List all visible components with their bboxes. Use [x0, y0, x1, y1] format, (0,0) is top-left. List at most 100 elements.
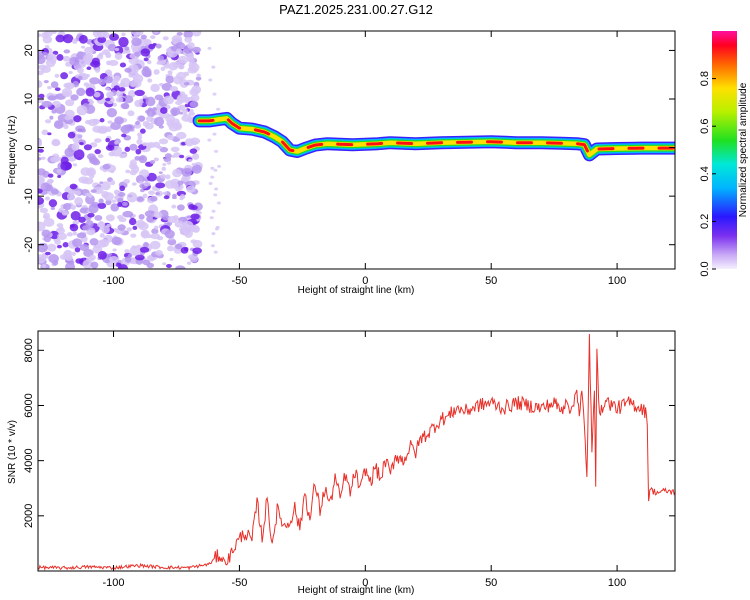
noise-speckle — [45, 252, 51, 256]
snr-y-axis: 2000400060008000 — [23, 338, 675, 528]
snr-x-axis: -100 -50 0 50 100 — [103, 331, 627, 589]
noise-speckle — [166, 264, 172, 268]
noise-speckle — [143, 194, 148, 199]
noise-speckle — [49, 116, 53, 120]
snr-y-tick-label: 4000 — [23, 448, 35, 472]
noise-speckle — [97, 203, 106, 209]
noise-speckle — [131, 37, 141, 46]
noise-speckle — [171, 147, 180, 153]
noise-speckle — [211, 232, 215, 235]
noise-speckle — [117, 224, 125, 230]
spectrogram-y-tick-label: 10 — [23, 93, 35, 105]
noise-speckle — [130, 246, 141, 256]
noise-speckle — [114, 48, 119, 51]
noise-speckle — [41, 157, 46, 160]
noise-speckle — [112, 249, 116, 252]
noise-speckle — [148, 190, 155, 195]
noise-speckle — [156, 62, 161, 65]
noise-speckle — [154, 117, 164, 127]
noise-speckle — [45, 196, 50, 200]
noise-speckle — [156, 44, 162, 49]
noise-speckle — [73, 163, 77, 166]
noise-region — [33, 28, 221, 273]
noise-speckle — [190, 101, 199, 108]
noise-speckle — [139, 181, 144, 184]
noise-speckle — [165, 174, 170, 179]
noise-speckle — [163, 36, 169, 40]
noise-speckle — [47, 244, 56, 252]
noise-speckle — [188, 66, 198, 73]
noise-speckle — [77, 105, 88, 115]
noise-speckle — [129, 218, 136, 225]
noise-speckle — [191, 94, 200, 101]
noise-speckle — [63, 49, 70, 53]
noise-speckle — [52, 29, 57, 34]
noise-speckle — [217, 165, 221, 168]
noise-speckle — [52, 260, 58, 266]
snr-y-tick-label: 8000 — [23, 338, 35, 362]
noise-speckle — [74, 134, 82, 139]
noise-speckle — [160, 107, 168, 114]
noise-speckle — [143, 121, 150, 127]
noise-speckle — [85, 53, 93, 59]
noise-speckle — [170, 107, 180, 115]
noise-speckle — [140, 48, 150, 56]
snr-y-tick-label: 2000 — [23, 504, 35, 528]
noise-speckle — [109, 33, 119, 41]
noise-speckle — [134, 34, 139, 38]
figure-title: PAZ1.2025.231.00.27.G12 — [279, 2, 433, 17]
noise-speckle — [86, 88, 95, 97]
noise-speckle — [150, 35, 156, 39]
snr-x-tick-label: 100 — [608, 577, 626, 589]
noise-speckle — [76, 88, 85, 96]
noise-speckle — [145, 97, 155, 107]
noise-speckle — [87, 213, 94, 218]
snr-panel: -100 -50 0 50 100 2000400060008000 Height of… — [7, 331, 675, 596]
noise-speckle — [42, 264, 47, 268]
noise-speckle — [159, 125, 164, 128]
noise-speckle — [177, 94, 188, 103]
noise-speckle — [67, 232, 73, 236]
noise-speckle — [118, 87, 125, 91]
noise-speckle — [176, 72, 186, 80]
noise-speckle — [104, 192, 114, 201]
noise-speckle — [196, 74, 200, 78]
noise-speckle — [84, 144, 92, 150]
noise-speckle — [72, 143, 80, 151]
noise-speckle — [123, 154, 127, 157]
noise-speckle — [114, 116, 124, 124]
noise-speckle — [106, 214, 115, 221]
noise-speckle — [109, 94, 113, 97]
colorbar-tick-label: 0.8 — [699, 71, 711, 86]
noise-speckle — [88, 204, 98, 214]
noise-speckle — [115, 52, 123, 59]
noise-speckle — [154, 226, 158, 230]
noise-speckle — [90, 238, 99, 245]
noise-speckle — [171, 205, 176, 209]
spectrogram-x-tick-label: 100 — [608, 275, 626, 287]
noise-speckle — [187, 53, 194, 60]
noise-speckle — [124, 124, 135, 131]
noise-speckle — [134, 90, 144, 96]
noise-speckle — [72, 252, 76, 256]
noise-speckle — [154, 157, 159, 161]
noise-speckle — [51, 207, 55, 210]
noise-speckle — [94, 138, 102, 143]
noise-speckle — [134, 100, 142, 107]
noise-speckle — [147, 78, 152, 82]
noise-speckle — [38, 64, 47, 70]
noise-speckle — [57, 233, 67, 240]
noise-speckle — [77, 233, 86, 239]
noise-speckle — [47, 86, 52, 89]
noise-speckle — [172, 169, 181, 177]
noise-speckle — [180, 229, 189, 235]
noise-speckle — [134, 51, 141, 56]
noise-speckle — [186, 186, 195, 193]
noise-speckle — [38, 149, 44, 153]
snr-line — [38, 334, 675, 569]
noise-speckle — [188, 159, 192, 162]
noise-speckle — [192, 163, 197, 166]
noise-speckle — [60, 72, 68, 79]
noise-speckle — [124, 249, 129, 253]
